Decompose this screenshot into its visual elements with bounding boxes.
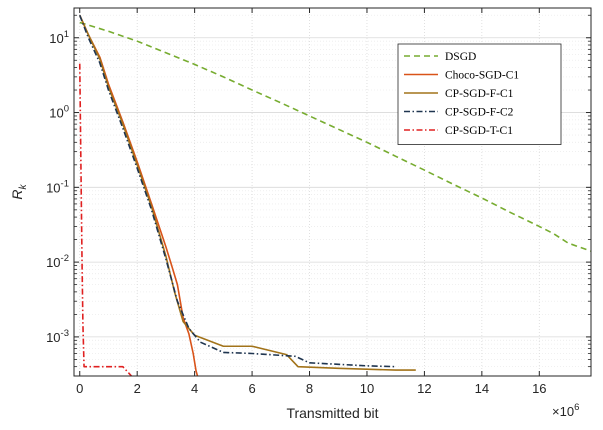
series-line-cp-sgd-f-c2 <box>80 15 396 366</box>
x-tick-label: 4 <box>191 381 198 396</box>
legend-label: Choco-SGD-C1 <box>445 70 519 82</box>
legend-label: DSGD <box>445 51 476 63</box>
y-tick-label: 10-3 <box>46 328 69 345</box>
y-tick-label: 101 <box>49 29 69 46</box>
legend-label: CP-SGD-F-C2 <box>445 107 514 119</box>
series-line-choco-sgd-c1 <box>80 15 198 376</box>
legend-label: CP-SGD-T-C1 <box>445 125 513 137</box>
x-tick-label: 16 <box>532 381 546 396</box>
series-line-cp-sgd-t-c1 <box>80 64 132 376</box>
legend: DSGD Choco-SGD-C1 CP-SGD-F-C1 CP-SGD-F-C2 CP… <box>398 44 561 145</box>
y-axis-label: Rk <box>9 183 29 199</box>
y-tick-label: 10-1 <box>46 178 69 195</box>
x-multiplier-label: ×106 <box>552 402 579 419</box>
x-axis-label: Transmitted bit <box>286 405 378 421</box>
x-tick-label: 2 <box>134 381 141 396</box>
legend-label: CP-SGD-F-C1 <box>445 88 514 100</box>
x-tick-label: 6 <box>248 381 255 396</box>
series-line-cp-sgd-f-c1 <box>80 15 416 370</box>
x-tick-label: 10 <box>360 381 374 396</box>
x-tick-label: 8 <box>306 381 313 396</box>
x-tick-label: 14 <box>475 381 489 396</box>
x-tick-label: 0 <box>76 381 83 396</box>
y-tick-label: 100 <box>49 104 69 121</box>
x-tick-label: 12 <box>417 381 431 396</box>
y-tick-label: 10-2 <box>46 253 69 270</box>
